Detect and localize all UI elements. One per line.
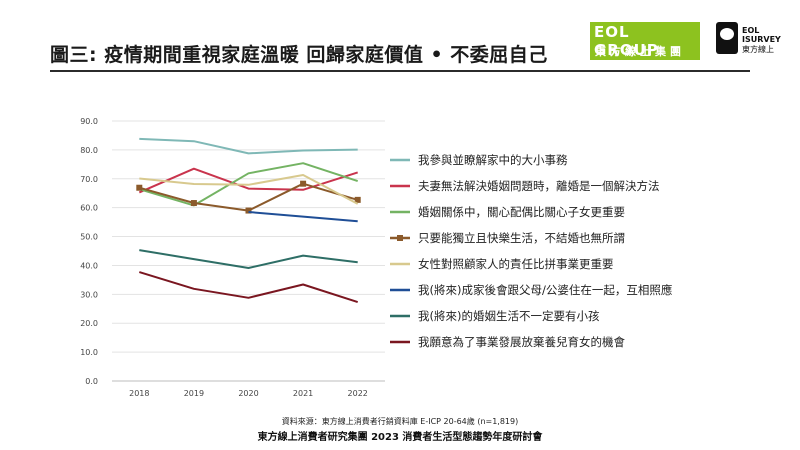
series-line: [139, 271, 359, 304]
legend-label: 婚姻關係中，關心配偶比關心子女更重要: [418, 205, 625, 219]
x-tick-label: 2022: [348, 389, 368, 398]
legend-label: 夫妻無法解決婚姻問題時，離婚是一個解決方法: [418, 179, 660, 193]
organizer-footer: 東方線上消費者研究集團 2023 消費者生活型態趨勢年度研討會: [257, 432, 543, 443]
series-point: [136, 184, 143, 191]
eol-group-logo: EOL GROUP 東方線上集團: [590, 22, 700, 60]
x-tick-label: 2021: [293, 389, 313, 398]
x-tick-label: 2018: [129, 389, 149, 398]
title-divider: [50, 70, 750, 72]
legend-label: 我(將來)成家後會跟父母/公婆住在一起，互相照應: [418, 283, 672, 297]
legend-label: 我(將來)的婚姻生活不一定要有小孩: [418, 309, 600, 323]
eol-group-logo-subtext: 東方線上集團: [595, 45, 685, 58]
series-line: [248, 211, 358, 223]
series-line: [139, 137, 358, 155]
legend-label: 女性對照顧家人的責任比拼事業更重要: [418, 257, 614, 271]
y-tick-label: 40.0: [80, 261, 98, 270]
y-tick-label: 90.0: [80, 117, 98, 126]
series-point: [354, 196, 361, 203]
y-tick-label: 70.0: [80, 175, 98, 184]
isurvey-logo-line1: EOL: [742, 26, 760, 35]
y-tick-label: 10.0: [80, 348, 98, 357]
eol-isurvey-logo: EOL ISURVEY 東方線上: [716, 22, 796, 56]
page-title: 圖三: 疫情期間重視家庭溫暖 回歸家庭價值 • 不委屈自己: [50, 44, 548, 66]
eol-group-logo-text: EOL GROUP: [594, 23, 659, 59]
series-point: [245, 207, 252, 214]
series-line: [138, 167, 359, 194]
series-line: [139, 174, 359, 205]
series-line: [139, 162, 359, 207]
x-tick-label: 2020: [238, 389, 258, 398]
series-point: [190, 200, 197, 207]
isurvey-logo-line2: ISURVEY: [742, 35, 781, 44]
legend-label: 我參與並瞭解家中的大小事務: [418, 153, 568, 167]
y-tick-label: 0.0: [85, 377, 98, 386]
series-line: [139, 249, 358, 269]
y-tick-label: 50.0: [80, 233, 98, 242]
series-point: [300, 180, 307, 187]
data-source-note: 資料來源：東方線上消費者行銷資料庫 E-ICP 20-64歲 (n=1,819): [281, 417, 519, 426]
legend-marker: [397, 235, 403, 241]
isurvey-logo-line3: 東方線上: [742, 45, 774, 54]
isurvey-logo-icon: [716, 22, 738, 54]
legend-label: 我願意為了事業發展放棄養兒育女的機會: [418, 335, 625, 349]
y-tick-label: 20.0: [80, 319, 98, 328]
legend-label: 只要能獨立且快樂生活，不結婚也無所謂: [418, 231, 625, 245]
y-tick-label: 60.0: [80, 204, 98, 213]
x-tick-label: 2019: [184, 389, 204, 398]
y-tick-label: 80.0: [80, 146, 98, 155]
y-tick-label: 30.0: [80, 290, 98, 299]
